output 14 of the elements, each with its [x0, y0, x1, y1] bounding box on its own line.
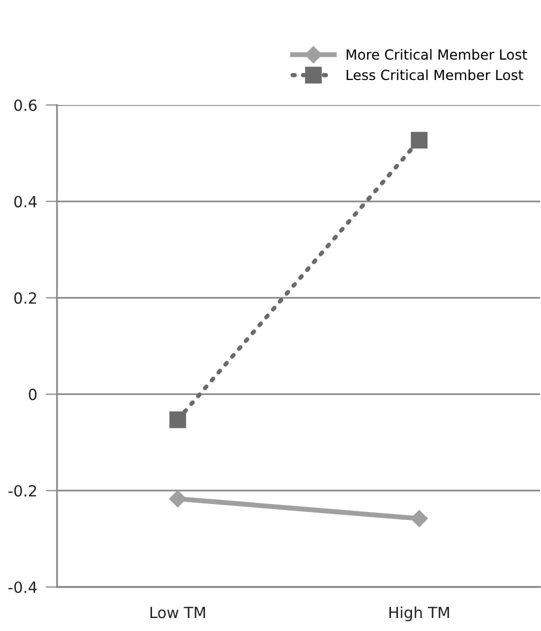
y-tick-label: -0.4	[8, 581, 37, 594]
y-tick-label: 0.4	[14, 196, 37, 208]
point	[169, 490, 186, 508]
x-tick-label: High TM	[389, 606, 449, 622]
y-tick-label: 0	[28, 388, 37, 400]
point	[410, 132, 428, 149]
point	[410, 510, 428, 528]
legend-label: Less Critical Member Lost	[346, 69, 524, 80]
y-tick-label: 0.6	[14, 99, 37, 112]
point	[169, 411, 186, 428]
legend-label: More Critical Member Lost	[346, 49, 528, 60]
y-tick-label: 0.2	[14, 292, 36, 304]
y-tick-label: -0.2	[8, 485, 36, 497]
x-tick-label: Low TM	[150, 606, 205, 618]
